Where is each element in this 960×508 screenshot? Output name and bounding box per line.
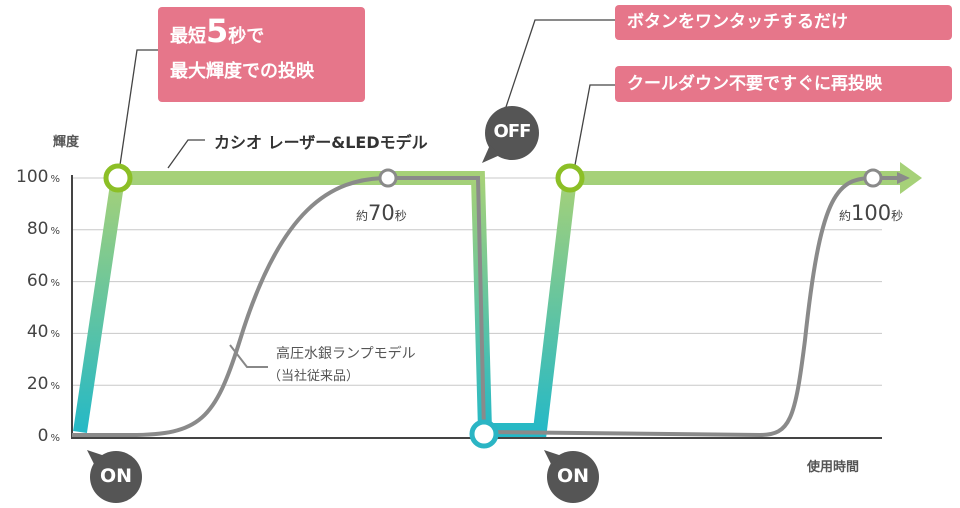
- off-bubble: [482, 106, 539, 163]
- off-label: OFF: [493, 121, 532, 142]
- series-arrow-mercury: [897, 172, 910, 184]
- on-bubble-first: [87, 450, 142, 503]
- series-arrow-casio: [900, 162, 922, 194]
- callout-one-touch: ボタンをワンタッチするだけ: [615, 5, 952, 40]
- callout-leader-one-touch: [504, 19, 615, 111]
- on-label-second: ON: [556, 465, 590, 487]
- y-tick-label: 40%: [26, 322, 60, 343]
- y-axis-label: 輝度: [53, 135, 80, 150]
- y-tick-label: 0%: [37, 426, 60, 446]
- series-line-casio: [73, 171, 905, 437]
- y-tick-label: 100%: [16, 167, 60, 187]
- callout-leader-no-cooldown: [574, 84, 615, 166]
- annotation-70s: 約70秒: [356, 201, 407, 225]
- legend-casio: カシオ レーザー&LEDモデル: [214, 133, 428, 152]
- on-label-first: ON: [99, 465, 133, 487]
- y-tick-label: 20%: [26, 374, 60, 395]
- legend-leader-casio: [167, 139, 205, 169]
- on-bubble-second: [544, 450, 599, 503]
- point-mercury-100s: [863, 168, 883, 188]
- callout-fast-max-brightness: 最短5秒で 最大輝度での投映: [158, 7, 365, 102]
- annotation-100s: 約100秒: [839, 201, 904, 225]
- legend-mercury-sub: （当社従来品）: [268, 369, 360, 384]
- point-max-second: [555, 163, 585, 193]
- point-mercury-70s: [378, 168, 398, 188]
- legend-mercury: 高圧水銀ランプモデル: [276, 346, 416, 362]
- y-tick-label: 80%: [26, 218, 60, 239]
- point-off: [469, 419, 499, 449]
- callout-leader-fast: [119, 49, 158, 166]
- x-axis-label: 使用時間: [807, 460, 860, 475]
- point-max-first: [103, 163, 133, 193]
- callout-no-cooldown: クールダウン不要ですぐに再投映: [615, 66, 952, 102]
- y-tick-label: 60%: [26, 270, 60, 291]
